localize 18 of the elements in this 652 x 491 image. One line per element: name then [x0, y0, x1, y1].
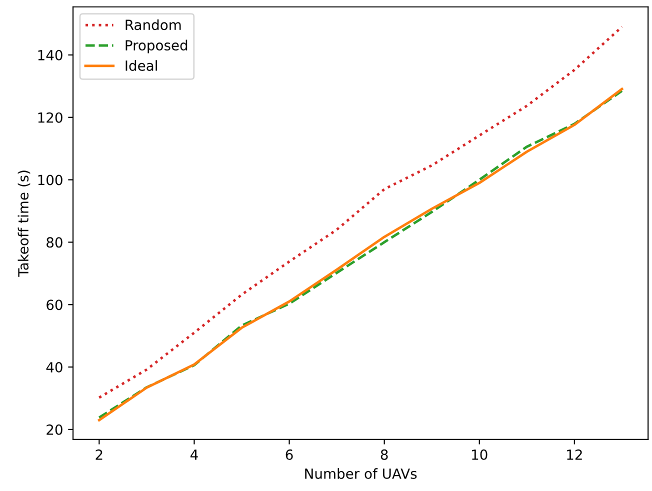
- y-tick-label: 120: [38, 112, 62, 123]
- y-tick-label: 20: [46, 424, 62, 435]
- y-tick-label: 40: [46, 362, 62, 373]
- x-tick-label: 6: [286, 449, 293, 460]
- x-tick-label: 8: [380, 449, 388, 460]
- x-tick-label: 10: [472, 449, 488, 460]
- x-axis-title: Number of UAVs: [305, 468, 417, 479]
- x-tick-label: 12: [567, 449, 582, 460]
- x-tick-label: 2: [96, 449, 102, 460]
- y-axis-title: Takeoff time (s): [18, 170, 30, 277]
- x-tick-label: 4: [190, 450, 198, 460]
- y-tick-label: 60: [46, 300, 62, 310]
- legend-label: Random: [126, 19, 181, 30]
- y-tick-label: 100: [38, 174, 62, 186]
- legend-label: Proposed: [126, 40, 188, 54]
- y-tick-label: 80: [46, 237, 62, 248]
- y-tick-label: 140: [38, 50, 62, 60]
- legend-label: Ideal: [126, 60, 157, 71]
